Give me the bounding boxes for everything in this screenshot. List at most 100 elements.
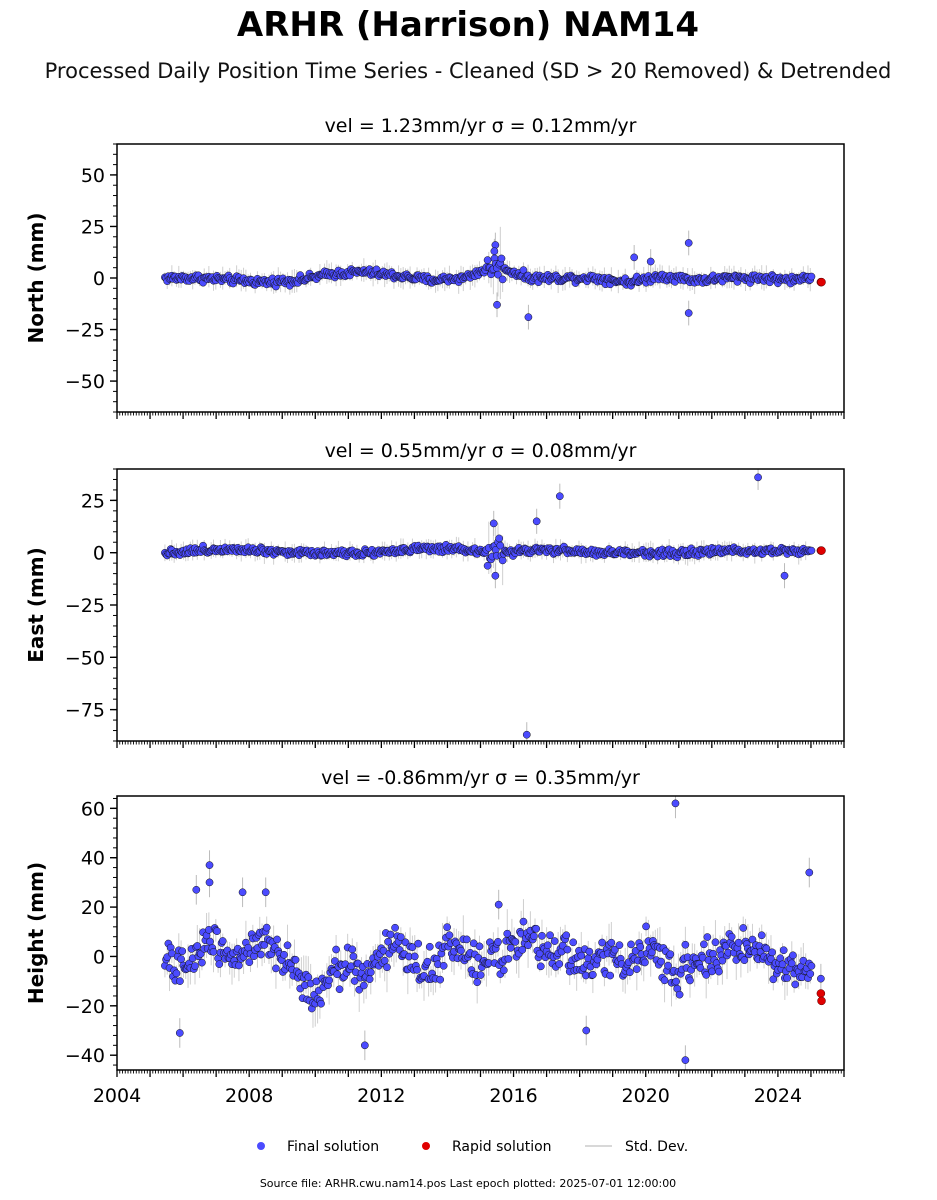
y-tick-label: −20 [65, 996, 105, 1018]
y-tick-label: −50 [65, 647, 105, 669]
final-point [518, 945, 527, 954]
y-tick-label: 0 [93, 946, 105, 968]
final-point [791, 980, 800, 989]
final-point [789, 951, 797, 960]
final-point [291, 955, 300, 964]
final-point [325, 976, 334, 985]
final-point [206, 937, 214, 946]
rapid-point [817, 277, 826, 287]
final-point [524, 941, 532, 950]
final-point [630, 253, 639, 262]
final-point [397, 933, 405, 941]
x-tick-label: 2004 [93, 1085, 141, 1107]
rapid-solution-points [816, 989, 826, 1006]
final-point [496, 541, 505, 550]
final-point [359, 981, 368, 990]
final-point [425, 942, 434, 951]
final-point [657, 957, 665, 966]
final-point [562, 931, 571, 940]
final-point [439, 961, 448, 970]
y-tick-label: 20 [81, 897, 105, 919]
final-point [769, 975, 778, 984]
final-point [615, 941, 624, 949]
final-point [205, 878, 214, 887]
final-point [555, 492, 564, 501]
final-point [546, 931, 554, 940]
rapid-point [816, 989, 826, 998]
final-point [494, 900, 503, 909]
final-point [213, 927, 221, 935]
final-point [739, 924, 748, 932]
final-point [498, 275, 507, 284]
final-solution-points [161, 473, 816, 739]
final-point [684, 239, 693, 247]
final-point [493, 300, 501, 309]
final-point [627, 940, 635, 949]
final-point [414, 939, 423, 948]
x-tick-label: 2024 [754, 1085, 802, 1107]
final-point [475, 942, 484, 951]
final-point [646, 257, 655, 266]
final-point [642, 922, 650, 931]
final-point [473, 978, 482, 987]
final-point [191, 962, 199, 970]
y-tick-label: 0 [93, 268, 105, 290]
final-point [754, 473, 762, 482]
final-point [491, 571, 500, 580]
legend-final-label: Final solution [287, 1139, 379, 1155]
final-point [349, 952, 358, 961]
final-point [498, 556, 507, 565]
final-solution-points [161, 239, 816, 322]
rapid-point [817, 996, 826, 1006]
final-point [506, 943, 515, 952]
final-point [524, 313, 533, 322]
final-point [700, 940, 708, 949]
final-point [205, 861, 214, 869]
rapid-solution-points [816, 277, 826, 287]
axes-frame [116, 795, 845, 1071]
final-point [538, 932, 546, 940]
final-point [172, 969, 181, 978]
final-point [177, 955, 185, 964]
panel-3: vel = -0.86mm/yr σ = 0.35mm/yr Height (mm… [24, 767, 845, 1107]
final-point [734, 938, 743, 947]
final-point [519, 917, 528, 926]
legend-final-marker [257, 1142, 265, 1150]
final-point [504, 955, 513, 963]
final-point [647, 948, 656, 957]
x-tick-label: 2012 [357, 1085, 405, 1107]
final-point [178, 947, 187, 956]
final-point [335, 985, 344, 994]
final-point [666, 950, 675, 959]
final-point [686, 976, 694, 985]
final-point [499, 966, 508, 975]
plot-area [161, 469, 826, 741]
final-point [238, 888, 247, 897]
final-point [807, 272, 816, 281]
y-tick-label: −75 [65, 700, 105, 722]
legend-rapid-marker [422, 1142, 430, 1150]
final-point [273, 935, 281, 944]
final-point [483, 561, 492, 570]
final-point [807, 962, 816, 970]
final-point [386, 930, 395, 939]
final-point [675, 990, 684, 999]
rapid-point [817, 546, 826, 555]
final-point [641, 958, 649, 967]
final-point [757, 931, 766, 940]
final-point [272, 964, 280, 973]
final-point [535, 949, 544, 958]
final-point [569, 938, 578, 947]
final-point [413, 965, 421, 974]
final-point [709, 949, 717, 958]
legend-rapid-label: Rapid solution [452, 1139, 552, 1155]
x-tick-label: 2016 [489, 1085, 537, 1107]
std-dev-bars [164, 469, 811, 741]
final-point [332, 945, 340, 954]
final-point [681, 1056, 690, 1064]
final-point [672, 977, 680, 986]
final-point [366, 968, 375, 977]
final-point [748, 935, 757, 944]
final-point [715, 967, 723, 976]
panels: vel = 1.23mm/yr σ = 0.12mm/yr North (mm) 5… [24, 115, 845, 1107]
